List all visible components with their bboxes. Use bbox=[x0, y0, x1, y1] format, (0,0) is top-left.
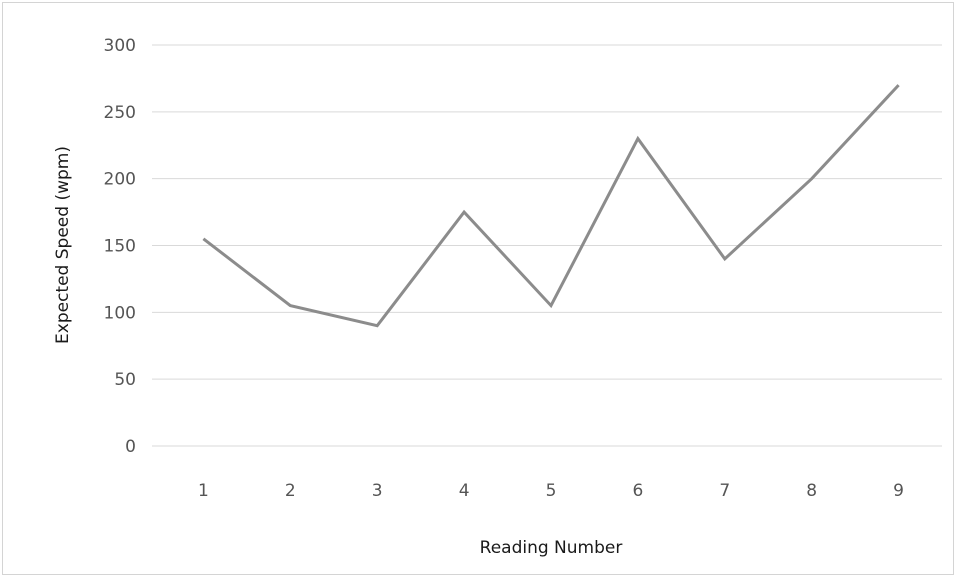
series-line-0 bbox=[202, 84, 900, 328]
y-tick-label: 0 bbox=[125, 437, 136, 457]
x-tick-label: 7 bbox=[719, 481, 730, 501]
x-tick-label: 9 bbox=[893, 481, 904, 501]
x-tick-label: 2 bbox=[285, 481, 296, 501]
y-tick-label: 50 bbox=[114, 370, 136, 390]
x-tick-label: 5 bbox=[546, 481, 557, 501]
x-axis-title: Reading Number bbox=[480, 538, 623, 558]
y-tick-label: 250 bbox=[104, 103, 136, 123]
y-axis-title: Expected Speed (wpm) bbox=[53, 146, 73, 344]
series-line bbox=[202, 84, 900, 328]
y-tick-label: 300 bbox=[104, 36, 136, 56]
y-tick-label: 100 bbox=[104, 303, 136, 323]
x-tick-label: 3 bbox=[372, 481, 383, 501]
x-tick-label: 4 bbox=[459, 481, 470, 501]
gridlines bbox=[152, 44, 942, 447]
x-tick-label: 6 bbox=[632, 481, 643, 501]
x-tick-labels: 1 2 3 4 5 6 7 8 9 bbox=[198, 481, 904, 501]
y-tick-label: 150 bbox=[104, 237, 136, 257]
y-tick-labels: 0 50 100 150 200 250 300 bbox=[104, 36, 136, 457]
x-tick-label: 1 bbox=[198, 481, 209, 501]
y-tick-label: 200 bbox=[104, 170, 136, 190]
x-tick-label: 8 bbox=[806, 481, 817, 501]
